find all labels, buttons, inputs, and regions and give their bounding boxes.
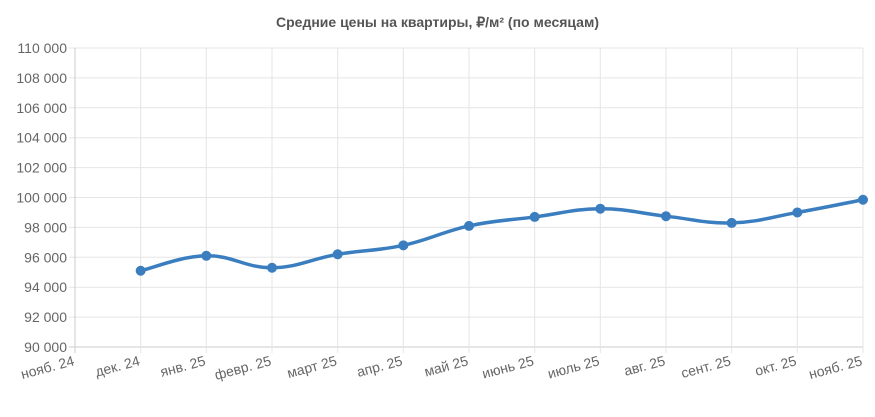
x-tick-label: янв. 25	[158, 352, 207, 379]
chart-title: Средние цены на квартиры, ₽/м² (по месяц…	[276, 14, 599, 30]
x-tick-label: май 25	[422, 352, 470, 379]
data-point	[398, 240, 409, 251]
x-tick-label: февр. 25	[213, 352, 273, 382]
y-tick-label: 90 000	[24, 339, 67, 355]
x-tick-label: нояб. 25	[807, 352, 864, 382]
y-tick-label: 98 000	[24, 219, 67, 235]
y-tick-label: 104 000	[16, 130, 67, 146]
data-point	[529, 211, 540, 222]
x-tick-label: апр. 25	[355, 352, 404, 380]
x-tick-label: окт. 25	[753, 352, 798, 378]
x-tick-label: нояб. 24	[19, 352, 76, 382]
data-point	[332, 249, 343, 260]
x-tick-label: март 25	[285, 352, 338, 381]
data-point	[726, 217, 737, 228]
x-tick-label: сент. 25	[679, 352, 732, 381]
series-line	[138, 197, 865, 273]
data-point	[858, 194, 868, 205]
y-tick-label: 102 000	[16, 160, 67, 176]
y-tick-label: 100 000	[16, 190, 67, 206]
data-point	[464, 220, 474, 231]
x-tick-label: авг. 25	[622, 352, 667, 378]
y-tick-label: 110 000	[17, 40, 67, 56]
data-point	[267, 262, 277, 273]
data-point	[595, 203, 606, 214]
data-point	[201, 250, 212, 261]
data-point	[792, 207, 803, 218]
x-tick-label: июль 25	[546, 352, 601, 381]
x-tick-label: июнь 25	[480, 352, 535, 381]
y-tick-label: 94 000	[24, 279, 67, 295]
y-tick-label: 96 000	[24, 249, 67, 265]
data-point	[661, 211, 671, 222]
y-tick-label: 92 000	[24, 309, 67, 325]
x-tick-label: дек. 24	[93, 352, 141, 379]
data-point	[135, 265, 146, 276]
y-tick-label: 106 000	[16, 100, 67, 116]
y-tick-label: 108 000	[16, 70, 67, 86]
